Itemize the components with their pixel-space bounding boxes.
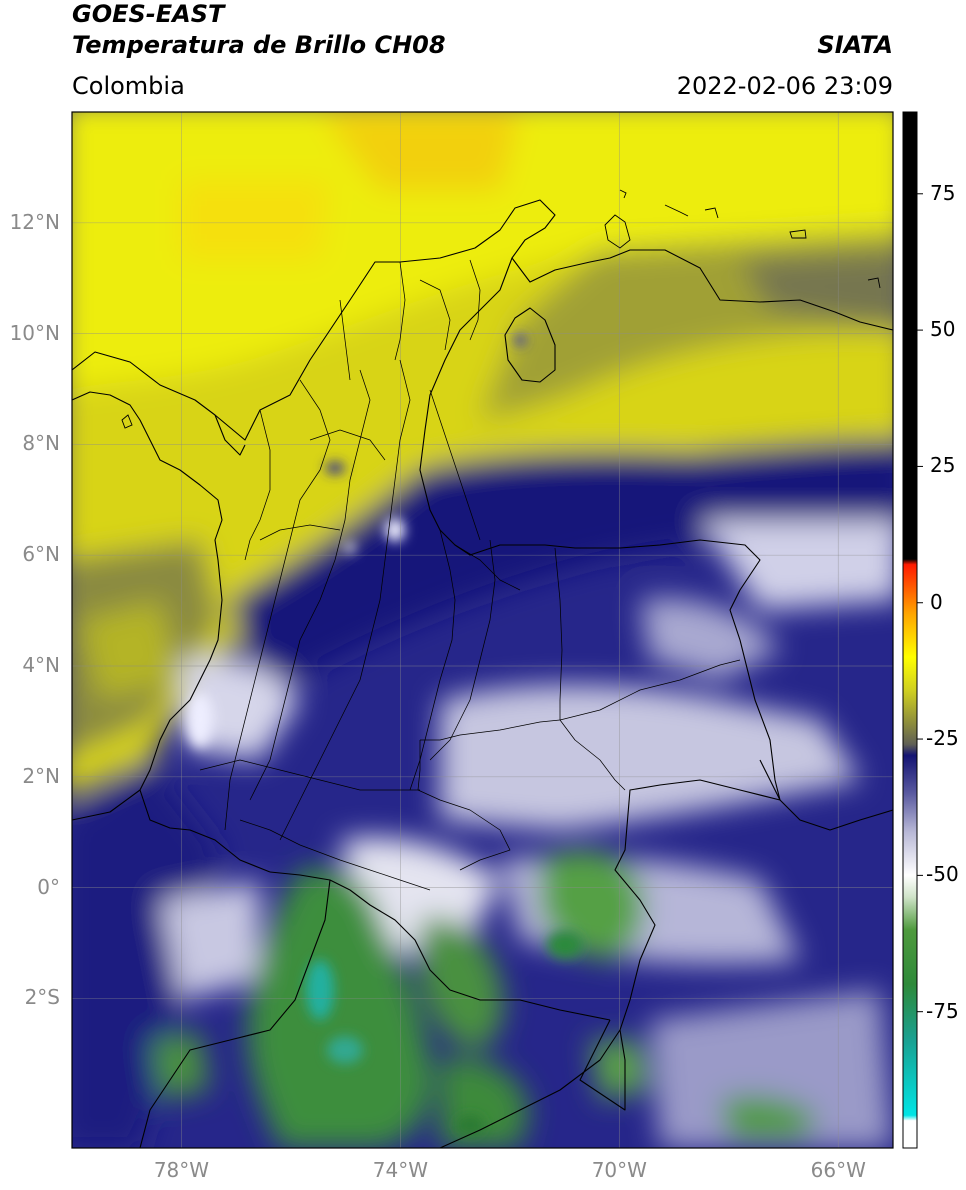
latitude-tick-label: 12°N <box>9 209 60 234</box>
latitude-tick-label: 10°N <box>9 320 60 345</box>
border-colombia-venezuela <box>419 257 781 801</box>
islands <box>121 189 881 429</box>
colorbar-tick-label: 75 <box>930 180 956 205</box>
colorbar-tick-label: 50 <box>930 317 956 342</box>
latitude-tick-label: 6°N <box>22 542 60 567</box>
border-ecuador-peru <box>139 879 331 1148</box>
border-colombia-ecuador <box>139 789 271 873</box>
colorbar-tick-label: -50 <box>926 862 959 887</box>
lake-maracaibo <box>504 307 556 383</box>
colorbar-tick-label: -25 <box>926 726 959 751</box>
longitude-tick-label: 66°W <box>810 1158 866 1182</box>
longitude-tick-label: 74°W <box>372 1158 428 1182</box>
colorbar-tick-label: -75 <box>926 998 959 1023</box>
brightness-temperature-field <box>72 112 893 1148</box>
region-label: Colombia <box>72 72 185 100</box>
latitude-tick-label: 4°N <box>22 653 60 677</box>
latitude-tick-label: 8°N <box>22 431 60 456</box>
colorbar <box>902 111 918 1149</box>
border-colombia-brazil <box>579 779 781 1111</box>
datetime-label: 2022-02-06 23:09 <box>676 72 893 100</box>
longitude-tick-label: 78°W <box>153 1158 210 1182</box>
institution-label: SIATA <box>817 31 893 59</box>
colorbar-tick-label: 0 <box>930 589 943 614</box>
colorbar-ticks <box>917 193 923 1013</box>
border-peru-brazil <box>439 1029 621 1148</box>
product-title: Temperatura de Brillo CH08 <box>72 31 446 59</box>
colorbar-tick-label: 25 <box>930 453 956 478</box>
longitude-tick-label: 70°W <box>591 1158 647 1182</box>
satellite-title: GOES-EAST <box>72 0 225 28</box>
latitude-tick-label: 0° <box>37 874 60 899</box>
department-boundaries <box>199 259 741 891</box>
gridlines <box>72 112 893 1148</box>
coastline-caribbean <box>72 199 893 441</box>
political-boundaries <box>72 199 893 1148</box>
map-frame <box>71 111 894 1149</box>
latitude-tick-label: 2°N <box>22 763 60 788</box>
border-venezuela-guyana <box>759 759 781 801</box>
border-panama-colombia <box>214 414 246 456</box>
latitude-tick-label: 2°S <box>24 985 60 1010</box>
border-brazil-venezuela <box>779 799 893 831</box>
coastline-pacific <box>72 391 223 821</box>
